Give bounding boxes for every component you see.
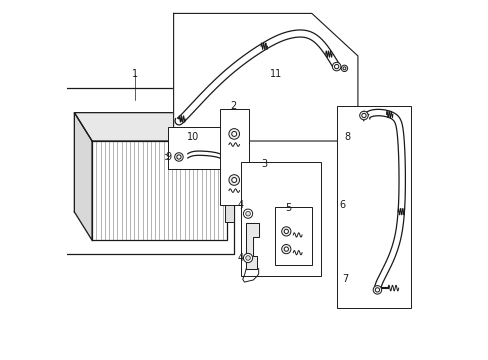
Circle shape	[284, 247, 288, 251]
Circle shape	[177, 155, 181, 159]
Text: 1: 1	[131, 69, 138, 79]
Circle shape	[243, 253, 252, 262]
Text: 10: 10	[186, 132, 199, 143]
Bar	[336, 105, 410, 307]
Circle shape	[341, 65, 347, 72]
Circle shape	[343, 67, 345, 70]
Polygon shape	[246, 222, 258, 269]
Text: 8: 8	[344, 132, 349, 143]
Polygon shape	[63, 88, 233, 255]
Circle shape	[374, 288, 379, 292]
Text: 7: 7	[342, 274, 348, 284]
Circle shape	[284, 229, 288, 234]
Circle shape	[359, 111, 367, 120]
Circle shape	[334, 64, 338, 69]
Circle shape	[281, 244, 290, 254]
Bar	[219, 109, 248, 205]
Circle shape	[174, 153, 183, 161]
Bar	[224, 153, 233, 173]
Circle shape	[245, 211, 250, 216]
Circle shape	[332, 62, 340, 71]
Polygon shape	[74, 113, 92, 240]
Text: 9: 9	[165, 152, 171, 162]
Circle shape	[228, 129, 239, 139]
Circle shape	[231, 177, 236, 183]
Bar	[274, 207, 311, 265]
Text: 4: 4	[237, 253, 244, 263]
Bar	[168, 127, 221, 169]
Polygon shape	[74, 113, 226, 141]
Circle shape	[281, 227, 290, 236]
Bar	[224, 203, 233, 222]
Text: 11: 11	[270, 69, 282, 79]
Polygon shape	[92, 141, 226, 240]
Text: 5: 5	[285, 203, 291, 213]
Circle shape	[361, 113, 366, 118]
Text: 2: 2	[230, 100, 237, 111]
Circle shape	[231, 131, 236, 136]
Polygon shape	[173, 13, 357, 141]
Text: 3: 3	[261, 159, 266, 169]
Circle shape	[243, 209, 252, 218]
Circle shape	[228, 175, 239, 185]
Text: 4: 4	[237, 200, 244, 210]
Bar	[241, 162, 320, 276]
Circle shape	[372, 285, 381, 294]
Text: 6: 6	[338, 200, 345, 210]
Circle shape	[245, 256, 250, 260]
